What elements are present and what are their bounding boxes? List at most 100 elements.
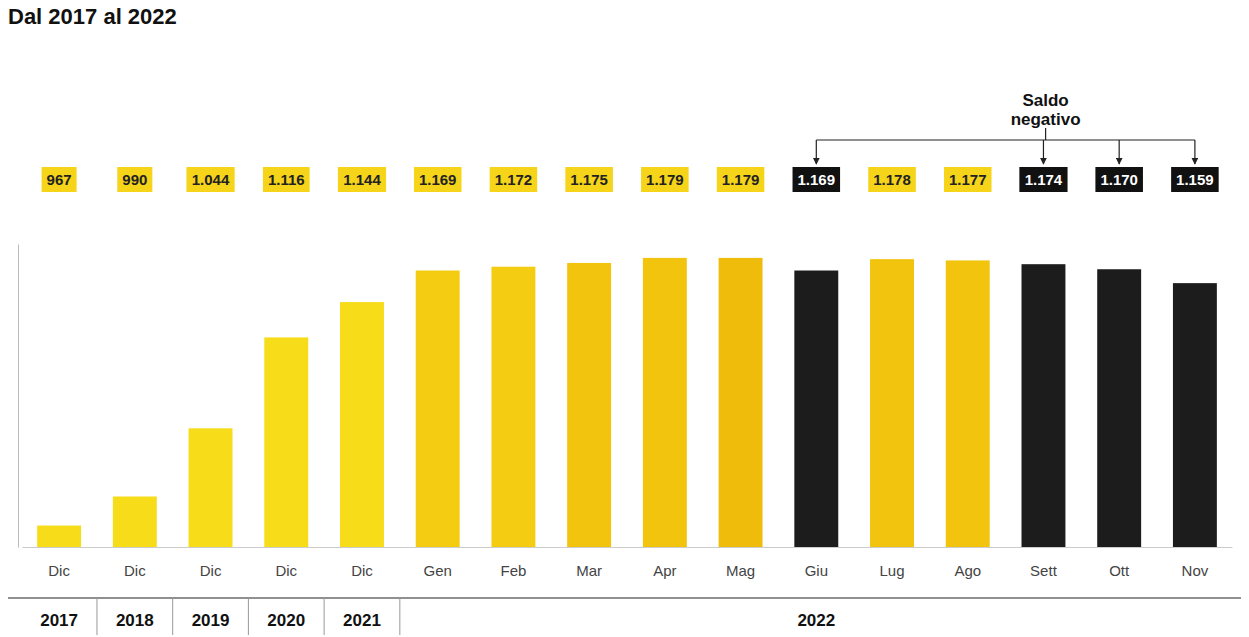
y-axis (18, 245, 19, 548)
x-tick-label: Apr (653, 562, 676, 579)
value-label-box (641, 167, 689, 192)
year-label: 2021 (343, 611, 381, 630)
value-label: 1.172 (495, 171, 533, 188)
year-divider (172, 598, 173, 635)
bar (567, 263, 611, 547)
x-tick-label: Giu (805, 562, 828, 579)
x-tick: Ott (1109, 547, 1130, 579)
value-label-box (1095, 167, 1143, 192)
value-label-box (944, 167, 992, 192)
year-label: 2022 (797, 611, 835, 630)
year-divider (248, 598, 249, 635)
value-label: 1.169 (419, 171, 457, 188)
x-tick: Feb (500, 547, 526, 579)
x-tick-label: Sett (1030, 562, 1058, 579)
value-label-group: 1.179 (641, 167, 689, 192)
value-label: 1.116 (268, 171, 305, 188)
value-label-group: 1.174 (1019, 167, 1067, 192)
value-labels: 967 990 1.044 1.116 1.144 1.169 1.172 1.175 1.17… (42, 167, 1219, 192)
value-label-box (117, 167, 152, 192)
annotation-arrow (816, 140, 817, 164)
bar (340, 302, 384, 547)
x-tick-label: Dic (200, 562, 222, 579)
value-label: 1.170 (1100, 171, 1138, 188)
value-label-box (868, 167, 916, 192)
bar (264, 337, 308, 547)
x-tick-label: Dic (275, 562, 297, 579)
x-tick: Giu (805, 547, 828, 579)
value-label: 1.178 (873, 171, 911, 188)
x-tick-label: Feb (500, 562, 526, 579)
x-axis: DicDicDicDicDicGenFebMarAprMagGiuLugAgoS… (23, 547, 1233, 579)
value-label-group: 1.177 (944, 167, 992, 192)
value-label: 1.179 (722, 171, 760, 188)
value-label: 967 (47, 171, 72, 188)
bar (416, 271, 460, 547)
value-label: 1.175 (570, 171, 608, 188)
value-label-group: 990 (117, 167, 152, 192)
value-label-box (263, 167, 310, 192)
annotation-arrow (1119, 140, 1120, 164)
bar (794, 271, 838, 547)
value-label-group: 1.159 (1171, 167, 1219, 192)
x-tick-label: Gen (424, 562, 452, 579)
x-tick: Dic (48, 547, 70, 579)
value-label: 1.159 (1176, 171, 1214, 188)
year-label: 2020 (267, 611, 305, 630)
bar (189, 428, 233, 547)
bar (37, 526, 81, 547)
year-label: 2018 (116, 611, 154, 630)
x-tick: Mar (576, 547, 602, 579)
annotation-arrow (1043, 140, 1044, 164)
annotation-stem (1045, 128, 1046, 140)
value-label: 1.177 (949, 171, 987, 188)
year-label: 2017 (40, 611, 78, 630)
bar (719, 258, 763, 547)
x-tick: Mag (726, 547, 755, 579)
x-tick: Nov (1182, 547, 1209, 579)
value-label-group: 1.144 (338, 167, 386, 192)
y-axis-line (18, 245, 19, 548)
bar (870, 259, 914, 547)
x-tick: Dic (124, 547, 146, 579)
x-tick-label: Mag (726, 562, 755, 579)
value-label: 1.174 (1025, 171, 1063, 188)
value-label: 1.044 (192, 171, 230, 188)
year-separator (8, 597, 1241, 598)
value-label-group: 1.044 (186, 167, 234, 192)
value-label-group: 1.179 (717, 167, 765, 192)
bars (37, 258, 1217, 547)
value-label-group: 1.116 (263, 167, 310, 192)
title: Dal 2017 al 2022 (8, 4, 177, 29)
value-label: 1.179 (646, 171, 684, 188)
value-label: 990 (122, 171, 147, 188)
x-tick: Dic (351, 547, 373, 579)
x-tick-label: Dic (351, 562, 373, 579)
value-label-group: 1.175 (565, 167, 613, 192)
x-tick: Gen (424, 547, 452, 579)
value-label-box (565, 167, 613, 192)
x-tick-label: Lug (880, 562, 905, 579)
value-label-group: 1.178 (868, 167, 916, 192)
value-label-box (490, 167, 538, 192)
value-label-box (793, 167, 841, 192)
value-label-group: 1.169 (414, 167, 462, 192)
year-label: 2019 (192, 611, 230, 630)
year-divider (324, 598, 325, 635)
x-tick: Dic (275, 547, 297, 579)
value-label: 1.169 (798, 171, 836, 188)
x-tick-label: Dic (48, 562, 70, 579)
x-tick: Lug (880, 547, 905, 579)
bar (643, 258, 687, 547)
bar (946, 260, 990, 547)
annotation-bracket (816, 139, 1195, 140)
chart: Dal 2017 al 2022 Dic Dic Dic Dic Dic Gen Feb Mar… (0, 0, 1249, 637)
x-tick: Sett (1030, 547, 1058, 579)
x-tick: Apr (653, 547, 676, 579)
year-divider (96, 598, 97, 635)
x-tick-label: Ott (1109, 562, 1130, 579)
value-label: 1.144 (343, 171, 381, 188)
value-label-box (414, 167, 462, 192)
bar (113, 497, 157, 548)
bar (491, 267, 535, 547)
